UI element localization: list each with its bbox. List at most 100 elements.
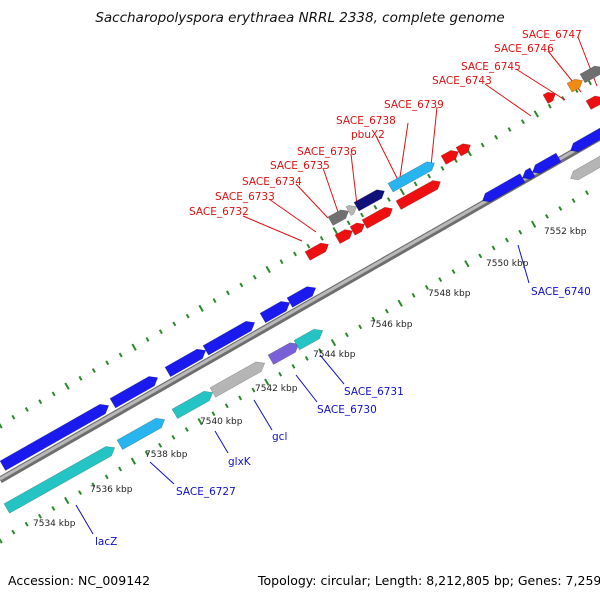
forward-gene-label-SACE_6746: SACE_6746 — [494, 43, 554, 55]
gene-SACE_6735 — [361, 206, 393, 229]
reverse-gene-leader-SACE_6731 — [319, 354, 345, 385]
forward-gene-label-SACE_6743: SACE_6743 — [432, 75, 492, 87]
reverse-gene-leader-glxK — [214, 430, 229, 454]
inner-tick — [51, 506, 56, 511]
gene-SACE_6731-lower — [293, 328, 324, 351]
inner-tick — [304, 356, 309, 361]
gene-SACE_6736-gray — [327, 209, 349, 226]
inner-tick — [571, 198, 576, 204]
forward-gene-leader-SACE_6735 — [322, 167, 339, 213]
forward-gene-leader-SACE_6734 — [295, 183, 329, 219]
inner-tick — [130, 457, 137, 465]
inner-tick — [118, 466, 123, 472]
outer-tick — [212, 298, 217, 303]
gene-SACE_6746 — [579, 65, 600, 84]
reverse-gene-label-SACE_6731: SACE_6731 — [344, 386, 404, 398]
outer-tick — [413, 181, 418, 187]
inner-tick — [197, 417, 203, 426]
gene-glxK-upper — [164, 348, 207, 378]
outer-tick — [24, 407, 29, 412]
inner-tick — [171, 434, 176, 440]
gene-SACE_6727-upper — [109, 376, 159, 409]
forward-gene-leader-SACE_6743 — [484, 83, 532, 117]
gene-SACE_6736-light — [345, 205, 357, 216]
inner-tick — [397, 299, 403, 307]
reverse-gene-label-SACE_6740: SACE_6740 — [531, 286, 591, 298]
tick-marks — [0, 80, 592, 544]
outer-tick — [105, 360, 110, 366]
inner-tick — [411, 292, 416, 298]
gene-pbuX2 — [395, 180, 441, 210]
outer-tick — [507, 127, 512, 132]
inner-tick — [278, 371, 283, 377]
gene-gcl-lower — [209, 361, 266, 398]
outer-tick — [252, 274, 257, 280]
position-scale-label: 7550 kbp — [486, 259, 529, 269]
outer-tick — [399, 188, 405, 196]
outer-tick — [494, 134, 499, 140]
outer-tick — [11, 414, 16, 420]
gene-SACE_6734 — [349, 222, 365, 236]
inner-tick — [451, 269, 456, 275]
inner-tick — [38, 513, 42, 519]
inner-tick — [64, 496, 70, 505]
outer-tick — [293, 251, 297, 257]
inner-tick — [251, 387, 256, 393]
gene-SACE_6731-upper — [286, 286, 317, 308]
outer-tick — [427, 173, 432, 179]
gene-SACE_6730-upper — [259, 301, 291, 324]
outer-tick — [306, 243, 311, 249]
reverse-gene-label-gcl: gcl — [272, 431, 287, 443]
forward-gene-label-SACE_6745: SACE_6745 — [461, 61, 521, 73]
outer-tick — [145, 337, 150, 342]
gene-SACE_6739-red1 — [440, 150, 459, 165]
forward-gene-label-SACE_6734: SACE_6734 — [242, 176, 302, 188]
forward-gene-leader-SACE_6732 — [242, 215, 303, 242]
gene-SACE_6740-4 — [570, 127, 600, 153]
inner-tick — [11, 529, 16, 535]
position-scale-label: 7552 kbp — [544, 227, 587, 237]
inner-tick — [318, 348, 323, 353]
inner-tick — [330, 339, 337, 347]
inner-tick — [264, 378, 270, 386]
gene-gcl-upper — [202, 320, 256, 356]
reverse-gene-label-SACE_6727: SACE_6727 — [176, 486, 236, 498]
position-scale-label: 7536 kbp — [90, 485, 133, 495]
forward-gene-leader-SACE_6736 — [350, 153, 358, 206]
gene-SACE_6747 — [585, 95, 600, 110]
gene-SACE_6739-cyan — [387, 161, 435, 193]
reverse-gene-label-lacZ: lacZ — [95, 536, 117, 548]
outer-tick — [118, 352, 123, 358]
inner-tick — [530, 220, 537, 228]
outer-tick — [360, 212, 364, 218]
labels: 7534 kbp 7536 kbp 7538 kbp 7540 kbp 7542 kbp… — [33, 29, 591, 548]
forward-gene-label-SACE_6736: SACE_6736 — [297, 146, 357, 158]
inner-tick — [238, 395, 243, 401]
outer-tick — [533, 110, 539, 118]
inner-tick — [478, 253, 483, 259]
outer-tick — [51, 391, 56, 397]
gene-SACE_6740-2 — [522, 167, 536, 180]
inner-tick — [358, 324, 363, 330]
outer-tick — [319, 235, 324, 241]
inner-tick — [144, 450, 149, 456]
gene-SACE_6745 — [566, 78, 583, 93]
outer-tick — [131, 343, 137, 351]
genome-title: Saccharopolyspora erythraea NRRL 2338, c… — [95, 10, 505, 26]
forward-gene-leader-SACE_6739 — [430, 106, 438, 167]
inner-tick — [24, 521, 29, 527]
outer-tick — [0, 423, 3, 429]
position-scale-label: 7546 kbp — [370, 320, 413, 330]
genome-summary-text: Topology: circular; Length: 8,212,805 bp… — [258, 573, 600, 588]
outer-tick — [239, 282, 244, 288]
position-scale-label: 7538 kbp — [145, 450, 188, 460]
forward-gene-leader-pbuX2 — [375, 135, 401, 185]
outer-tick — [386, 197, 391, 202]
reverse-gene-leader-SACE_6727 — [149, 461, 175, 485]
reverse-gene-leader-SACE_6740 — [517, 244, 530, 284]
position-scale-label: 7542 kbp — [255, 384, 298, 394]
gene-SACE_6738 — [353, 189, 385, 212]
outer-tick — [64, 382, 70, 390]
inner-tick — [158, 442, 163, 448]
gene-glxK-lower — [171, 390, 214, 420]
